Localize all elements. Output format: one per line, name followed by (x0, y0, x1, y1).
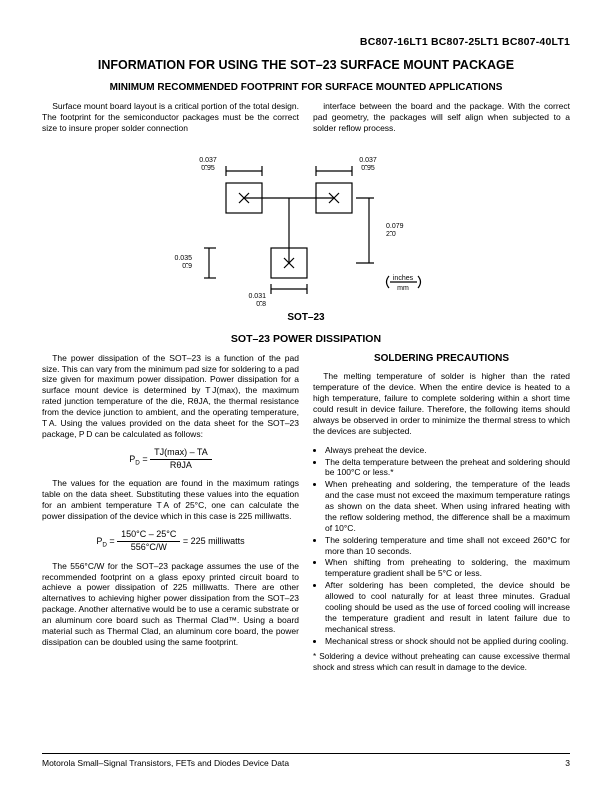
dim-left-w-mm: 0.95 (201, 165, 215, 172)
bullet: Always preheat the device. (325, 445, 570, 456)
footnote: * Soldering a device without preheating … (313, 652, 570, 673)
pd-formula1: PD = TJ(max) – TA RθJA (42, 448, 299, 471)
page-subtitle: MINIMUM RECOMMENDED FOOTPRINT FOR SURFAC… (42, 82, 570, 93)
intro-left: Surface mount board layout is a critical… (42, 101, 299, 134)
solder-intro: The melting temperature of solder is hig… (313, 371, 570, 436)
legend-bot: mm (397, 285, 409, 292)
footer-page: 3 (565, 758, 570, 768)
bullet: After soldering has been completed, the … (325, 580, 570, 634)
section-head: SOT–23 POWER DISSIPATION (42, 333, 570, 345)
dim-bot-w-in: 0.031 (248, 293, 266, 300)
footprint-diagram: 0.037 0.95 0.037 0.95 0.079 2.0 0.035 0.… (42, 148, 570, 308)
dim-h-in: 0.035 (174, 255, 192, 262)
intro-columns: Surface mount board layout is a critical… (42, 101, 570, 142)
pd-formula2: PD = 150°C – 25°C 556°C/W = 225 milliwat… (42, 530, 299, 553)
pd-para3: The 556°C/W for the SOT–23 package assum… (42, 561, 299, 648)
dim-left-w-in: 0.037 (199, 157, 217, 164)
page-title: INFORMATION FOR USING THE SOT–23 SURFACE… (42, 58, 570, 72)
soldering-head: SOLDERING PRECAUTIONS (313, 353, 570, 366)
bullet: When preheating and soldering, the tempe… (325, 479, 570, 533)
bullet: The soldering temperature and time shall… (325, 535, 570, 557)
sot-label: SOT–23 (42, 312, 570, 323)
pd-para2: The values for the equation are found in… (42, 478, 299, 522)
dim-right-w-mm: 0.95 (361, 165, 375, 172)
pd-para1: The power dissipation of the SOT–23 is a… (42, 353, 299, 440)
footer-left: Motorola Small–Signal Transistors, FETs … (42, 758, 289, 768)
part-numbers: BC807-16LT1 BC807-25LT1 BC807-40LT1 (42, 36, 570, 48)
body-columns: The power dissipation of the SOT–23 is a… (42, 353, 570, 673)
dim-pitch-mm: 2.0 (386, 231, 396, 238)
footer: Motorola Small–Signal Transistors, FETs … (42, 753, 570, 768)
bullet: Mechanical stress or shock should not be… (325, 636, 570, 647)
bullet: The delta temperature between the prehea… (325, 457, 570, 479)
legend-top: inches (393, 275, 414, 282)
dim-bot-w-mm: 0.8 (256, 301, 266, 308)
solder-bullets: Always preheat the device. The delta tem… (313, 445, 570, 647)
bullet: When shifting from preheating to solderi… (325, 557, 570, 579)
dim-pitch-in: 0.079 (386, 223, 404, 230)
dim-h-mm: 0.9 (182, 263, 192, 270)
intro-right: interface between the board and the pack… (313, 101, 570, 134)
dim-right-w-in: 0.037 (359, 157, 377, 164)
